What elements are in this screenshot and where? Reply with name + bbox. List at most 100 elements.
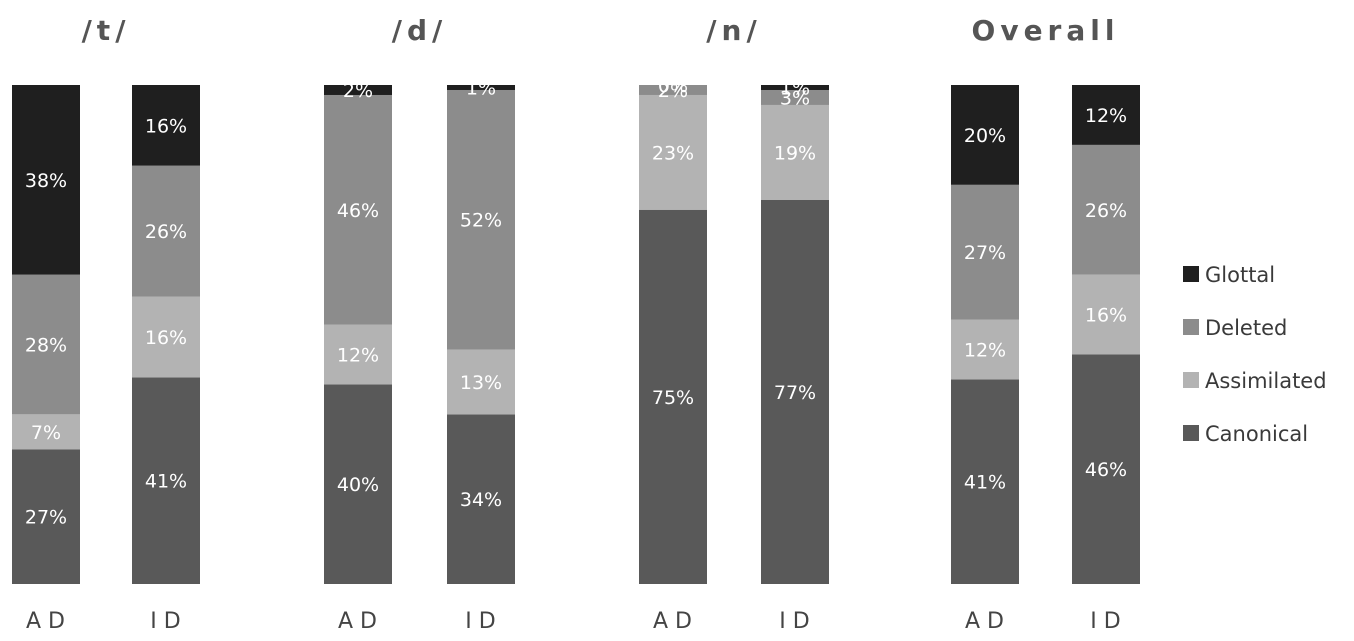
bar-segment-glottal [12,85,80,275]
data-label-glottal: 38% [25,170,67,192]
bar-segment-glottal [447,85,515,90]
legend-swatch [1183,319,1199,335]
panel-4: Overall 41% 12% 27% 20% AD 46% 16% 26% 12% ID [951,14,1140,634]
bar-segment-canonical [132,377,200,584]
data-label-deleted: 26% [1085,200,1127,222]
data-label-assimilated: 16% [145,327,187,349]
data-label-assimilated: 12% [337,344,379,366]
bar-segment-assimilated [761,104,829,200]
bar-segment-deleted [761,89,829,105]
bar-segment-glottal [324,85,392,95]
bar-segment-glottal [1072,85,1140,145]
data-label-deleted: 46% [337,200,379,222]
bar-segment-canonical [951,379,1019,584]
data-label-assimilated: 19% [774,142,816,164]
panel-title: /n/ [706,14,761,47]
bar-ad: 40% 12% 46% 2% AD [324,80,392,634]
data-label-deleted: 52% [460,210,502,232]
category-label: AD [26,609,72,634]
legend-label: Assimilated [1205,369,1327,393]
bar-id: 41% 16% 26% 16% ID [132,85,200,634]
data-label-deleted: 26% [145,221,187,243]
bar-segment-deleted [951,184,1019,320]
data-label-canonical: 46% [1085,459,1127,481]
data-label-deleted: 27% [964,242,1006,264]
data-label-glottal: 20% [964,125,1006,147]
chart-panels: /t/27%7%28%38%AD41%16%26%16%ID/d/40%12%4… [12,14,1140,634]
bar-ad: 41% 12% 27% 20% AD [951,85,1019,634]
panel-title: Overall [972,14,1120,47]
data-label-deleted: 3% [780,87,810,109]
bar-segment-canonical [12,449,80,584]
panel-title: /d/ [392,14,448,47]
bar-segment-glottal [951,85,1019,185]
legend-item-assimilated: Assimilated [1183,369,1327,393]
category-label: ID [465,609,502,634]
data-label-glottal: 1% [780,77,810,99]
legend-swatch [1183,372,1199,388]
data-label-deleted: 2% [658,80,688,102]
data-label-assimilated: 12% [964,339,1006,361]
legend-label: Canonical [1205,422,1308,446]
legend-swatch [1183,266,1199,282]
data-label-canonical: 75% [652,387,694,409]
category-label: AD [338,609,384,634]
bar-segment-canonical [324,384,392,584]
legend-swatch [1183,425,1199,441]
panel-2: /d/40% 12% 46% 2% AD 34% 13% 52% 1% ID [324,14,515,634]
bar-segment-glottal [132,85,200,166]
bar-segment-deleted [1072,144,1140,275]
legend-item-deleted: Deleted [1183,316,1287,340]
bar-segment-assimilated [951,319,1019,380]
bar-segment-deleted [639,85,707,95]
category-label: AD [653,609,699,634]
data-label-canonical: 34% [460,489,502,511]
data-label-glottal: 16% [145,115,187,137]
data-label-canonical: 27% [25,507,67,529]
bar-segment-canonical [1072,354,1140,584]
data-label-canonical: 40% [337,474,379,496]
bar-id: 77% 19% 3%1% ID [761,77,829,634]
bar-segment-assimilated [447,349,515,415]
data-label-canonical: 41% [145,471,187,493]
bar-segment-assimilated [1072,274,1140,355]
legend-label: Glottal [1205,263,1275,287]
data-label-canonical: 77% [774,382,816,404]
data-label-assimilated: 23% [652,142,694,164]
category-label: ID [150,609,187,634]
data-label-assimilated: 13% [460,372,502,394]
bar-segment-deleted [132,165,200,297]
bar-segment-assimilated [132,296,200,378]
data-label-glottal: 12% [1085,105,1127,127]
data-label-glottal: 0% [658,75,688,97]
bar-segment-assimilated [12,414,80,450]
bar-segment-assimilated [324,324,392,385]
bar-segment-deleted [324,94,392,325]
panel-title: /t/ [82,14,131,47]
bar-segment-canonical [761,199,829,584]
category-label: ID [1090,609,1127,634]
bar-segment-canonical [447,414,515,584]
data-label-glottal: 1% [466,77,496,99]
chart-legend: Glottal Deleted Assimilated Canonical [1183,263,1327,446]
bar-segment-assimilated [639,94,707,210]
panel-3: /n/75% 23% 2%0% AD 77% 19% 3%1% ID [639,14,829,634]
legend-item-canonical: Canonical [1183,422,1308,446]
bar-segment-glottal [761,85,829,90]
data-label-assimilated: 7% [31,422,61,444]
bar-id: 34% 13% 52% 1% ID [447,77,515,634]
bar-segment-deleted [447,89,515,350]
data-label-deleted: 28% [25,334,67,356]
data-label-canonical: 41% [964,472,1006,494]
data-label-assimilated: 16% [1085,305,1127,327]
bar-id: 46% 16% 26% 12% ID [1072,85,1140,634]
panel-1: /t/27% 7% 28% 38% AD 41% 16% 26% 16% ID [12,14,200,634]
bar-segment-canonical [639,209,707,584]
legend-label: Deleted [1205,316,1287,340]
legend-item-glottal: Glottal [1183,263,1275,287]
data-label-glottal: 2% [343,80,373,102]
category-label: AD [965,609,1011,634]
bar-ad: 75% 23% 2%0% AD [639,75,707,634]
category-label: ID [779,609,816,634]
